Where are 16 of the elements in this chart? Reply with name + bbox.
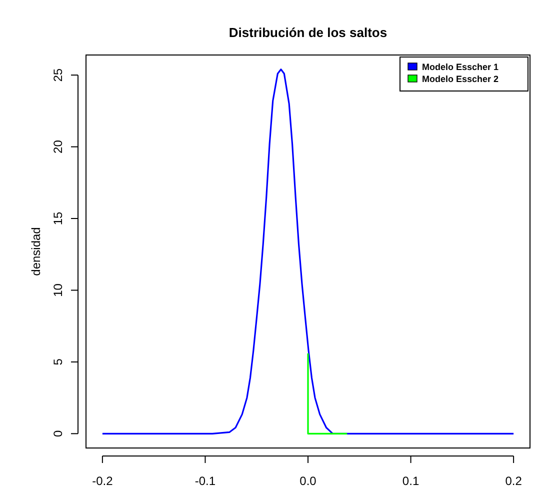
legend-label: Modelo Esscher 1 bbox=[422, 62, 499, 72]
y-tick-label: 0 bbox=[51, 430, 66, 437]
y-tick-label: 5 bbox=[51, 358, 66, 366]
line-series bbox=[102, 68, 514, 434]
x-tick-label: -0.2 bbox=[92, 474, 114, 488]
y-tick-label: 20 bbox=[51, 140, 66, 154]
x-tick-label: 0.2 bbox=[505, 474, 522, 488]
x-tick-label: 0.1 bbox=[402, 474, 420, 488]
x-tick-label: 0.0 bbox=[300, 474, 317, 488]
chart-title: Distribución de los saltos bbox=[228, 25, 388, 40]
y-axis-title: densidad bbox=[29, 227, 43, 276]
y-tick-label: 15 bbox=[51, 212, 66, 226]
y-tick-label: 10 bbox=[51, 283, 66, 297]
x-tick-label: -0.1 bbox=[194, 474, 216, 488]
legend-label: Modelo Esscher 2 bbox=[422, 74, 499, 84]
y-tick-label: 25 bbox=[51, 68, 66, 82]
